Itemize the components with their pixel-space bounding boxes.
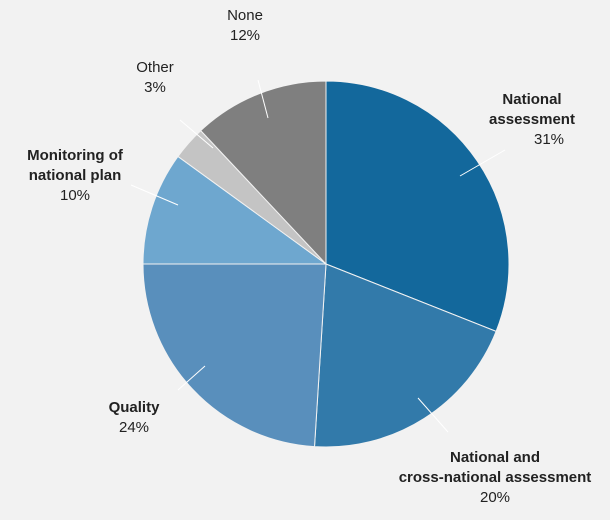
leader-line — [257, 79, 269, 119]
pie-slice-national-and-cross-national-assessment — [313, 263, 497, 448]
pie-slice-monitoring-of-national-plan — [142, 155, 328, 265]
pie-slice-national-assessment — [325, 80, 510, 333]
slice-value-label: 24% — [118, 419, 150, 436]
slice-name: cross-national assessment — [398, 469, 592, 486]
leader-line — [179, 119, 214, 149]
leader-line — [459, 149, 506, 177]
slice-value-label: 20% — [479, 489, 511, 506]
leader-line — [177, 365, 206, 391]
slice-label: Other 3% — [130, 58, 180, 98]
slice-name: National — [502, 91, 562, 108]
pie-slice-quality — [142, 263, 327, 448]
slice-name: national plan — [28, 167, 122, 184]
slice-label: Monitoring of national plan 10% — [0, 146, 150, 206]
slice-name: Quality — [108, 399, 160, 416]
slice-name: assessment — [489, 111, 575, 128]
slice-label: National and cross-national assessment 20% — [380, 448, 610, 508]
slice-name: Other — [136, 59, 174, 76]
slice-name: None — [227, 7, 263, 24]
leader-line — [130, 184, 179, 206]
slice-label: Quality 24% — [84, 398, 184, 438]
slice-name: Monitoring of — [27, 147, 123, 164]
slice-name: National and — [449, 449, 540, 466]
slice-label: None 12% — [210, 6, 280, 46]
slice-value-label: 12% — [229, 27, 261, 44]
slice-value-label: 10% — [59, 187, 91, 204]
slice-value-label: 3% — [144, 79, 166, 96]
slice-label: National assessment 31% — [476, 90, 588, 150]
slice-value-label: 31% — [533, 131, 565, 148]
leader-line — [417, 397, 449, 433]
pie-slice-none — [200, 80, 327, 266]
